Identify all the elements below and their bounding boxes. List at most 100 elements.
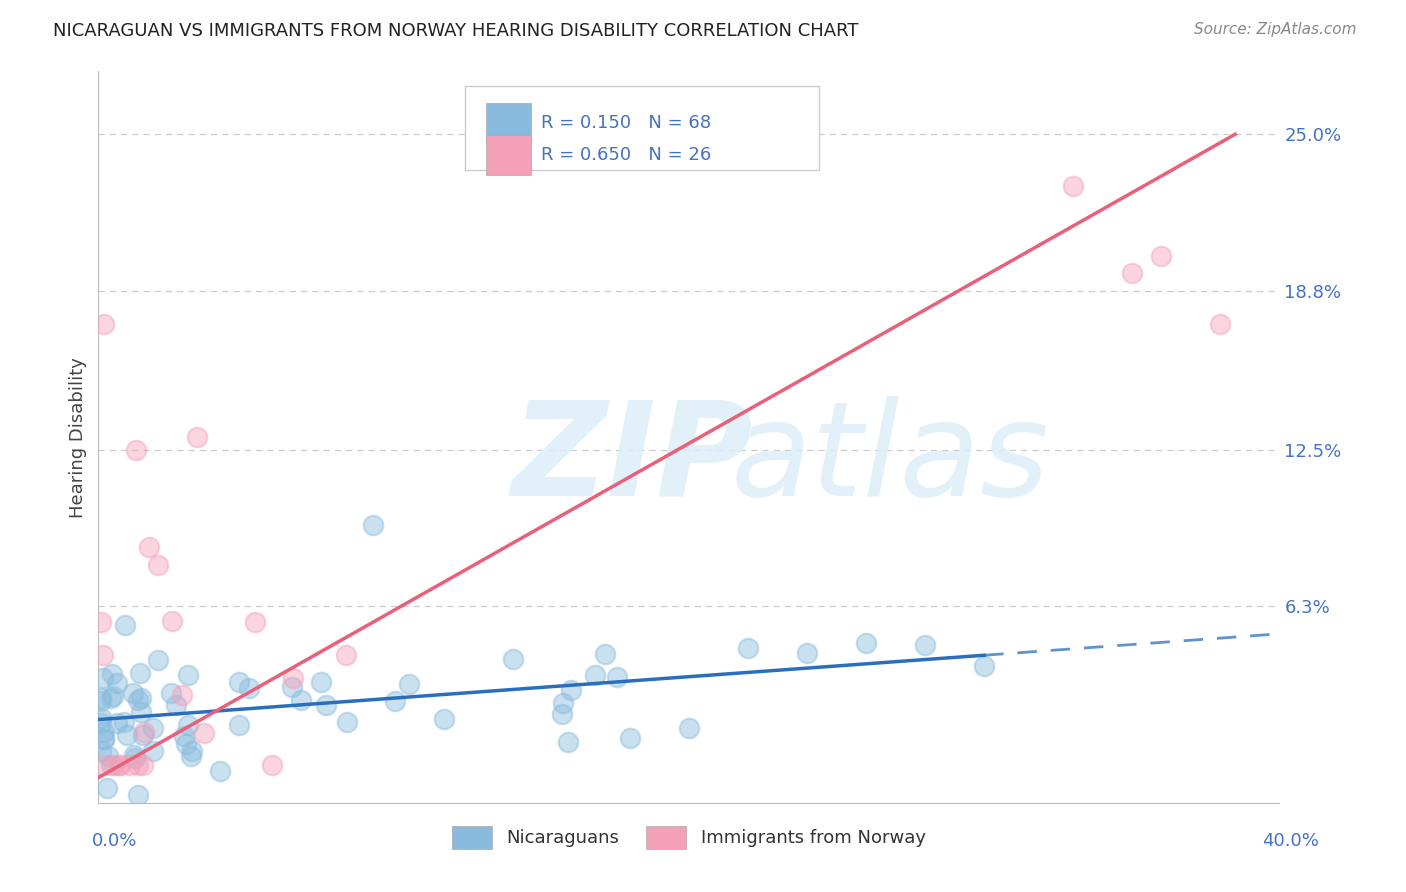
Point [105, 676, 128, 690]
Point [93, 732, 115, 747]
Point [228, 717, 250, 731]
Bar [486, 135, 530, 175]
Point [173, 729, 195, 743]
Point [110, 758, 132, 772]
Point [115, 728, 138, 742]
Point [1062, 179, 1084, 194]
Point [433, 712, 456, 726]
Point [129, 665, 152, 680]
Point [398, 677, 420, 691]
Point [1121, 266, 1143, 280]
Point [121, 686, 143, 700]
Point [114, 617, 136, 632]
Point [146, 653, 169, 667]
Point [593, 647, 616, 661]
Point [100, 691, 122, 706]
Point [335, 648, 357, 663]
Point [125, 442, 148, 457]
Text: Source: ZipAtlas.com: Source: ZipAtlas.com [1194, 22, 1357, 37]
Point [796, 646, 818, 660]
Point [132, 758, 155, 772]
Point [193, 726, 215, 740]
Point [281, 680, 304, 694]
Point [551, 696, 574, 710]
Text: atlas: atlas [730, 395, 1049, 523]
Point [90, 716, 112, 731]
Point [90, 690, 112, 705]
Point [90, 711, 112, 725]
Point [177, 667, 200, 681]
Point [283, 671, 305, 685]
Point [228, 675, 250, 690]
Point [127, 693, 149, 707]
Point [238, 681, 260, 696]
Point [138, 540, 160, 554]
Point [560, 682, 582, 697]
Point [243, 615, 266, 630]
Point [606, 670, 628, 684]
Point [557, 734, 579, 748]
Point [103, 758, 125, 772]
Point [1209, 317, 1232, 331]
Text: R = 0.150   N = 68: R = 0.150 N = 68 [541, 114, 711, 132]
Point [132, 725, 155, 739]
Point [170, 688, 193, 702]
Point [914, 638, 936, 652]
Point [315, 698, 337, 713]
Point [737, 641, 759, 656]
Point [91, 758, 114, 772]
Point [142, 721, 165, 735]
Point [131, 691, 153, 706]
Point [180, 748, 202, 763]
Point [1150, 249, 1173, 263]
Point [129, 706, 152, 720]
Legend: Nicaraguans, Immigrants from Norway: Nicaraguans, Immigrants from Norway [446, 818, 932, 856]
Text: NICARAGUAN VS IMMIGRANTS FROM NORWAY HEARING DISABILITY CORRELATION CHART: NICARAGUAN VS IMMIGRANTS FROM NORWAY HEA… [53, 22, 859, 40]
Text: 0.0%: 0.0% [91, 831, 136, 849]
Point [583, 667, 606, 681]
Point [96, 780, 118, 795]
Text: 40.0%: 40.0% [1263, 831, 1319, 849]
Point [262, 758, 284, 772]
Point [176, 718, 198, 732]
Bar [486, 103, 530, 143]
Point [336, 714, 359, 729]
Point [361, 518, 384, 533]
Point [122, 748, 145, 763]
Point [101, 689, 124, 703]
Point [107, 758, 129, 772]
Point [93, 317, 115, 331]
Point [162, 614, 184, 628]
Point [93, 724, 115, 739]
Point [91, 648, 114, 663]
Point [118, 758, 141, 772]
Point [97, 749, 120, 764]
Point [100, 757, 122, 772]
Point [127, 758, 149, 772]
Point [90, 694, 112, 708]
Point [90, 615, 112, 629]
Point [502, 652, 524, 666]
Point [309, 675, 332, 690]
Point [384, 694, 406, 708]
Point [166, 698, 188, 712]
Point [209, 764, 232, 778]
Point [160, 686, 183, 700]
Bar [464, 86, 818, 170]
Point [174, 737, 197, 751]
Text: ZIP: ZIP [512, 395, 754, 523]
Point [127, 789, 149, 803]
Point [186, 430, 208, 444]
Point [855, 636, 877, 650]
Point [105, 716, 128, 731]
Point [93, 732, 115, 747]
Point [678, 721, 700, 735]
Point [142, 744, 165, 758]
Point [132, 728, 155, 742]
Point [181, 744, 204, 758]
Point [90, 744, 112, 758]
Point [973, 659, 995, 673]
Point [124, 751, 146, 765]
Text: R = 0.650   N = 26: R = 0.650 N = 26 [541, 146, 711, 164]
Point [146, 558, 169, 572]
